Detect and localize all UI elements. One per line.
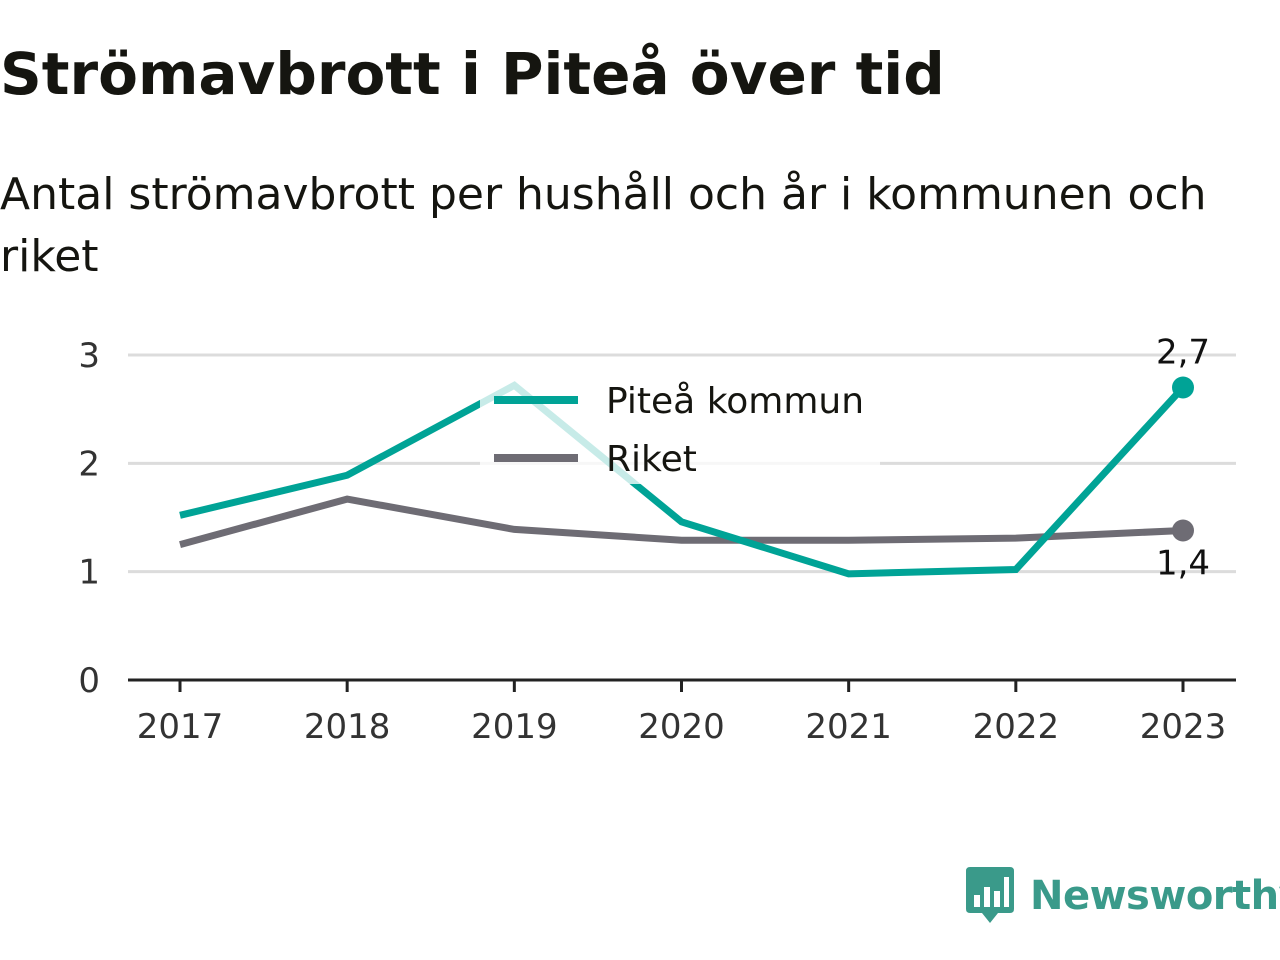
chart-subtitle: Antal strömavbrott per hushåll och år i … — [0, 169, 1207, 282]
y-tick-label: 2 — [78, 444, 100, 484]
series-line-riket — [179, 495, 1184, 548]
x-tick-label: 2020 — [638, 707, 725, 747]
line-chart: 0 1 2 3 2017 2018 2019 2020 2021 2022 2023 Piteå k… — [78, 333, 1236, 747]
end-value-label: 2,7 — [1156, 333, 1210, 373]
chart-title: Strömavbrott i Piteå över tid — [0, 40, 945, 108]
newsworthy-logo: Newsworthy — [964, 864, 1280, 928]
y-tick-label: 1 — [78, 553, 100, 593]
x-tick-label: 2022 — [973, 707, 1060, 747]
legend-label: Riket — [606, 439, 697, 480]
x-tick-label: 2021 — [805, 707, 892, 747]
x-tick-label: 2023 — [1140, 707, 1227, 747]
series-line-pitea — [179, 381, 1186, 578]
newsworthy-bars-icon — [966, 867, 1014, 923]
legend-background — [480, 372, 880, 484]
legend-label: Piteå kommun — [606, 381, 864, 422]
y-tick-label: 0 — [78, 661, 100, 701]
x-tick-label: 2017 — [137, 707, 224, 747]
series-end-marker — [1172, 376, 1194, 399]
series-end-marker — [1172, 519, 1194, 542]
brand-name: Newsworthy — [1030, 873, 1280, 919]
data-labels: 2,7 1,4 — [1156, 333, 1210, 584]
end-value-label: 1,4 — [1156, 544, 1210, 584]
series-lines — [179, 376, 1194, 578]
y-tick-label: 3 — [78, 336, 100, 376]
legend: Piteå kommun Riket — [480, 372, 880, 484]
x-tick-label: 2018 — [304, 707, 391, 747]
x-tick-label: 2019 — [471, 707, 558, 747]
axes: 0 1 2 3 2017 2018 2019 2020 2021 2022 2023 — [78, 336, 1236, 747]
